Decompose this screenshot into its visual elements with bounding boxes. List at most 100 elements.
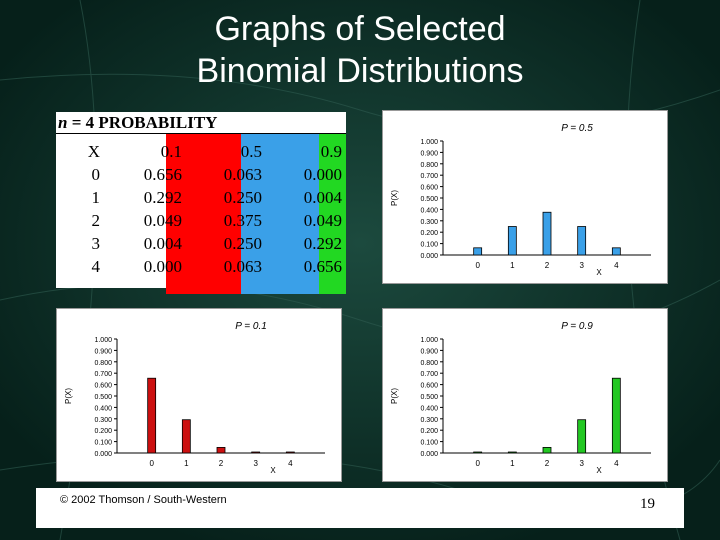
y-tick-label: 1.000 bbox=[420, 337, 438, 344]
table-cell: 0.004 bbox=[143, 234, 182, 253]
slide-title-line-1: Graphs of Selected bbox=[214, 10, 506, 48]
y-tick-label: 0.700 bbox=[420, 173, 438, 180]
table-cell: 0.063 bbox=[223, 257, 262, 276]
probability-table: n = 4 PROBABILITY X 0.1 0.5 0.9 0 0.656 0.063 0… bbox=[56, 112, 346, 294]
x-axis-label: X bbox=[596, 268, 602, 277]
y-tick-label: 0.300 bbox=[420, 219, 438, 226]
chart-panel-p05: P = 0.5 0.000 0.100 0.200 0.300 0.400 0.500 0.6… bbox=[382, 110, 668, 284]
table-cell: 0.292 bbox=[303, 234, 342, 253]
bar-1 bbox=[507, 451, 517, 454]
x-tick-label: 2 bbox=[219, 459, 224, 468]
chart-p09: P = 0.9 0.000 0.100 0.200 0.300 0.400 0.500 0.6… bbox=[390, 321, 651, 475]
bar-4 bbox=[611, 247, 621, 256]
y-tick-label: 1.000 bbox=[94, 337, 112, 344]
table-cell: 0.000 bbox=[303, 165, 342, 184]
bar-3 bbox=[251, 451, 261, 454]
y-axis-label: P(X) bbox=[64, 388, 73, 404]
chart-title: P = 0.5 bbox=[561, 123, 593, 134]
y-tick-label: 0.600 bbox=[420, 383, 438, 390]
table-column-header: 0.9 bbox=[320, 142, 342, 161]
table-header: n = 4 PROBABILITY bbox=[58, 112, 217, 134]
y-tick-label: 0.800 bbox=[94, 360, 112, 367]
table-cell: 0.063 bbox=[223, 165, 262, 184]
x-axis-label: X bbox=[596, 466, 602, 475]
table-cell: 0.656 bbox=[143, 165, 182, 184]
bar-0 bbox=[473, 247, 483, 256]
y-tick-label: 0.400 bbox=[420, 405, 438, 412]
table-cell: 0.049 bbox=[143, 211, 182, 230]
y-axis-label: P(X) bbox=[390, 388, 399, 404]
table-cell: 4 bbox=[91, 257, 101, 276]
x-tick-label: 4 bbox=[614, 261, 619, 270]
y-tick-label: 0.500 bbox=[420, 394, 438, 401]
chart-title: P = 0.1 bbox=[235, 321, 267, 332]
y-tick-label: 0.200 bbox=[420, 230, 438, 237]
y-tick-label: 0.100 bbox=[420, 440, 438, 447]
y-tick-label: 0.100 bbox=[420, 242, 438, 249]
y-tick-label: 0.200 bbox=[420, 428, 438, 435]
bar-4 bbox=[611, 377, 621, 454]
y-tick-label: 0.000 bbox=[420, 253, 438, 260]
chart-p05: P = 0.5 0.000 0.100 0.200 0.300 0.400 0.500 0.6… bbox=[390, 123, 651, 277]
chart-p01: P = 0.1 0.000 0.100 0.200 0.300 0.400 0.500 0.6… bbox=[64, 321, 325, 475]
y-tick-label: 0.100 bbox=[94, 440, 112, 447]
table-cell: 3 bbox=[91, 234, 101, 253]
y-tick-label: 0.900 bbox=[94, 348, 112, 355]
table-cell: 2 bbox=[91, 211, 101, 230]
bar-2 bbox=[542, 211, 552, 256]
chart-panel-p09: P = 0.9 0.000 0.100 0.200 0.300 0.400 0.500 0.6… bbox=[382, 308, 668, 482]
y-tick-label: 0.700 bbox=[94, 371, 112, 378]
x-tick-label: 0 bbox=[149, 459, 154, 468]
table-cell: 0.250 bbox=[223, 234, 262, 253]
page-number: 19 bbox=[640, 496, 655, 512]
y-tick-label: 0.400 bbox=[94, 405, 112, 412]
header-n: n bbox=[58, 113, 68, 132]
y-tick-label: 0.200 bbox=[94, 428, 112, 435]
y-tick-label: 1.000 bbox=[420, 139, 438, 146]
y-tick-label: 0.000 bbox=[420, 451, 438, 458]
column-band-p09 bbox=[319, 134, 346, 294]
table-cell: 0.004 bbox=[303, 188, 342, 207]
x-tick-label: 3 bbox=[579, 261, 584, 270]
table-cell: 0.375 bbox=[223, 211, 262, 230]
x-tick-label: 2 bbox=[545, 459, 550, 468]
bar-4 bbox=[285, 451, 295, 454]
x-tick-label: 1 bbox=[184, 459, 189, 468]
y-tick-label: 0.700 bbox=[420, 371, 438, 378]
header-text: = 4 PROBABILITY bbox=[67, 113, 218, 132]
table-column-header: 0.5 bbox=[240, 142, 262, 161]
bar-2 bbox=[216, 447, 226, 454]
bar-2 bbox=[542, 447, 552, 454]
x-tick-label: 3 bbox=[579, 459, 584, 468]
bar-1 bbox=[181, 419, 191, 454]
x-tick-label: 0 bbox=[475, 459, 480, 468]
table-column-header: 0.1 bbox=[160, 142, 182, 161]
chart-title: P = 0.9 bbox=[561, 321, 593, 332]
y-tick-label: 0.400 bbox=[420, 207, 438, 214]
table-cell: 1 bbox=[91, 188, 101, 207]
x-tick-label: 4 bbox=[288, 459, 293, 468]
bar-1 bbox=[507, 226, 517, 256]
x-tick-label: 1 bbox=[510, 261, 515, 270]
y-tick-label: 0.800 bbox=[420, 360, 438, 367]
table-column-header: X bbox=[87, 142, 100, 161]
y-tick-label: 0.500 bbox=[420, 196, 438, 203]
chart-panel-p01: P = 0.1 0.000 0.100 0.200 0.300 0.400 0.500 0.6… bbox=[56, 308, 342, 482]
x-tick-label: 1 bbox=[510, 459, 515, 468]
x-axis-label: X bbox=[270, 466, 276, 475]
y-tick-label: 0.300 bbox=[94, 417, 112, 424]
bar-0 bbox=[473, 451, 483, 454]
y-tick-label: 0.600 bbox=[94, 383, 112, 390]
y-tick-label: 0.900 bbox=[420, 348, 438, 355]
y-tick-label: 0.600 bbox=[420, 185, 438, 192]
table-cell: 0.250 bbox=[223, 188, 262, 207]
bar-0 bbox=[147, 377, 157, 454]
x-tick-label: 4 bbox=[614, 459, 619, 468]
x-tick-label: 2 bbox=[545, 261, 550, 270]
x-tick-label: 3 bbox=[253, 459, 258, 468]
y-axis-label: P(X) bbox=[390, 190, 399, 206]
bar-3 bbox=[577, 226, 587, 256]
table-cell: 0.049 bbox=[303, 211, 342, 230]
column-band-p01 bbox=[166, 134, 241, 294]
slide-title-line-2: Binomial Distributions bbox=[196, 52, 524, 90]
